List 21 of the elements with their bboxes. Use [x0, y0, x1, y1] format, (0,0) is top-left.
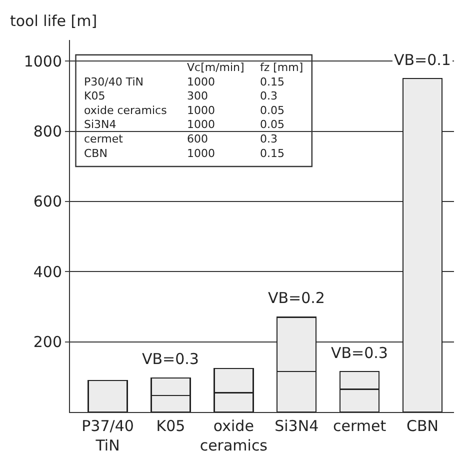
- bar: [402, 78, 443, 412]
- y-tick-label: 400: [33, 262, 62, 281]
- x-tick-label: K05: [156, 417, 186, 435]
- y-tick-label: 600: [33, 192, 62, 211]
- annotation: Vc[m/min] 1000 300 1000 1000 600 1000: [187, 61, 244, 160]
- y-tick-label: 800: [33, 122, 62, 140]
- bar: [88, 380, 128, 412]
- y-tick-label: 1000: [24, 52, 62, 70]
- annotation: P30/40 TiN K05 oxide ceramics Si3N4 cermet CBN: [84, 75, 168, 160]
- y-axis-title: tool life [m]: [10, 12, 98, 30]
- annotation: VB=0.2: [268, 289, 325, 307]
- annotation: fz [mm] 0.15 0.3 0.05 0.05 0.3 0.15: [260, 61, 304, 160]
- y-tick-label: 200: [33, 333, 62, 352]
- x-tick-label: CBN: [406, 417, 439, 435]
- x-tick-label: Si3N4: [274, 417, 319, 435]
- x-tick-label: cermet: [333, 417, 386, 435]
- annotation: VB=0.3: [331, 344, 388, 362]
- annotation: VB=0.3: [142, 350, 199, 368]
- annotation: VB=0.1: [394, 51, 451, 69]
- x-tick-label: P37/40 TiN: [82, 417, 134, 454]
- x-tick-label: oxide ceramics: [200, 417, 268, 454]
